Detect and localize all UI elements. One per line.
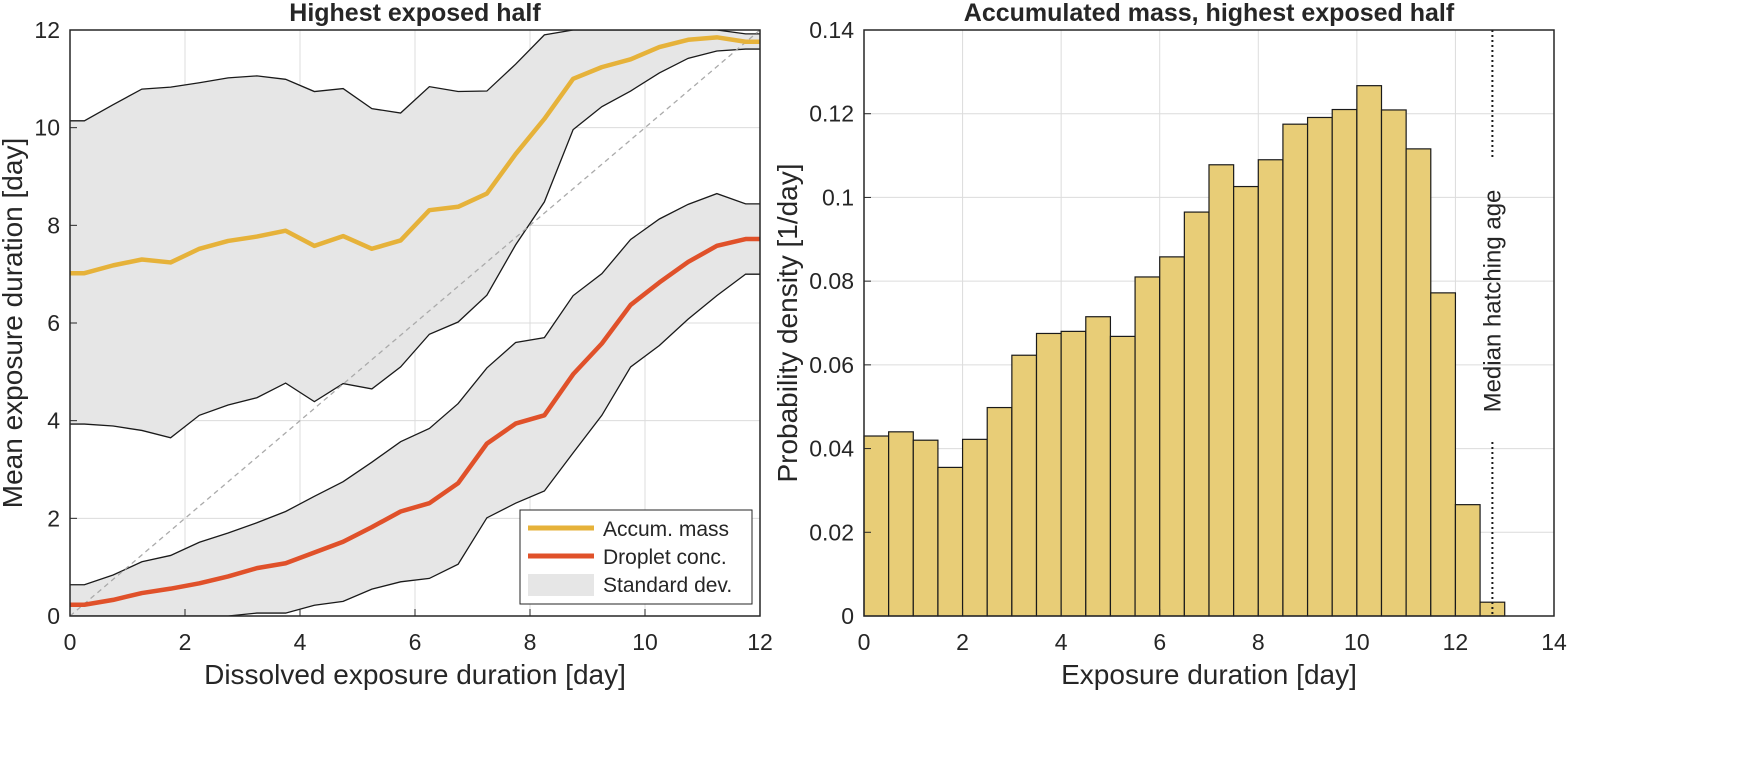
right-y-axis-label: Probability density [1/day] xyxy=(772,163,803,482)
left-y-ticks: 0 2 4 6 8 10 12 xyxy=(34,17,77,629)
histogram-bar xyxy=(1208,164,1235,617)
histogram-bar xyxy=(1306,116,1333,617)
right-y-tick-label: 0 xyxy=(841,603,854,629)
left-chart-title: Highest exposed half xyxy=(289,0,541,27)
std-band-droplet-conc xyxy=(70,193,760,616)
histogram-bar xyxy=(1282,123,1309,617)
right-y-tick-label: 0.1 xyxy=(822,184,854,210)
left-y-axis-label: Mean exposure duration [day] xyxy=(0,138,28,508)
legend: Accum. mass Droplet conc. Standard dev. xyxy=(519,509,753,605)
median-hatching-label: Median hatching age xyxy=(1479,190,1506,413)
histogram-bar xyxy=(1356,85,1383,617)
left-y-tick-label: 4 xyxy=(47,408,60,434)
left-y-tick-label: 10 xyxy=(34,115,60,141)
left-chart: 0 2 4 6 8 10 12 0 2 4 6 8 10 12 Highest exposed half… xyxy=(0,0,773,690)
histogram-bar xyxy=(1183,211,1210,617)
histogram-bar xyxy=(1085,316,1112,617)
histogram-bar xyxy=(1159,256,1185,617)
right-x-tick-label: 6 xyxy=(1153,629,1166,655)
left-x-tick-label: 8 xyxy=(524,629,537,655)
histogram-bar xyxy=(937,466,964,617)
histogram-bar xyxy=(1257,159,1284,617)
right-y-tick-label: 0.02 xyxy=(809,519,854,545)
reference-diagonal-line xyxy=(69,29,761,617)
std-lower-edge-droplet-conc xyxy=(70,273,760,616)
histogram-bar xyxy=(888,431,914,617)
right-y-tick-label: 0.14 xyxy=(809,17,854,43)
histogram-bar xyxy=(1405,148,1432,617)
right-chart: 0 2 4 6 8 10 12 14 0 0.02 0.04 0.06 0.08 0.1 0.12 0.14… xyxy=(772,0,1567,690)
right-histogram-bars xyxy=(863,85,1506,617)
histogram-bar xyxy=(1331,108,1358,617)
std-upper-edge-accum-mass xyxy=(70,30,760,122)
legend-label-accum-mass: Accum. mass xyxy=(603,518,729,541)
right-x-tick-label: 2 xyxy=(956,629,969,655)
right-y-tick-label: 0.12 xyxy=(809,101,854,127)
std-lower-edge-accum-mass xyxy=(70,48,760,439)
histogram-bar xyxy=(863,435,890,617)
left-x-axis-label: Dissolved exposure duration [day] xyxy=(204,659,626,690)
right-y-tick-label: 0.04 xyxy=(809,436,854,462)
left-y-tick-label: 8 xyxy=(47,212,60,238)
std-band-accum-mass xyxy=(70,30,760,438)
histogram-bar xyxy=(1035,332,1062,617)
legend-swatch-standard-dev xyxy=(528,574,594,596)
right-axes-frame xyxy=(863,29,1555,617)
histogram-bar xyxy=(1011,354,1038,617)
legend-label-droplet-conc: Droplet conc. xyxy=(603,546,727,569)
histogram-bar xyxy=(1134,276,1161,617)
left-y-tick-label: 2 xyxy=(47,505,60,531)
left-x-tick-label: 2 xyxy=(179,629,192,655)
legend-label-standard-dev: Standard dev. xyxy=(603,574,732,597)
right-x-axis-label: Exposure duration [day] xyxy=(1061,659,1357,690)
right-y-tick-label: 0.06 xyxy=(809,352,854,378)
right-x-tick-label: 14 xyxy=(1541,629,1567,655)
std-upper-edge-droplet-conc xyxy=(70,192,760,586)
right-x-tick-label: 4 xyxy=(1055,629,1068,655)
histogram-bar xyxy=(1380,109,1407,617)
left-std-bands xyxy=(70,30,760,616)
left-y-tick-label: 0 xyxy=(47,603,60,629)
histogram-bar xyxy=(1454,504,1481,617)
right-x-tick-label: 12 xyxy=(1443,629,1469,655)
series-line-droplet-conc xyxy=(70,236,760,608)
left-x-ticks: 0 2 4 6 8 10 12 xyxy=(64,609,773,655)
left-x-tick-label: 6 xyxy=(409,629,422,655)
left-x-tick-label: 4 xyxy=(294,629,307,655)
right-y-tick-label: 0.08 xyxy=(809,268,854,294)
histogram-bar xyxy=(1233,185,1259,617)
series-line-accum-mass xyxy=(70,35,760,276)
histogram-bar xyxy=(1430,292,1457,617)
left-x-tick-label: 0 xyxy=(64,629,77,655)
right-x-tick-label: 0 xyxy=(858,629,871,655)
right-x-tick-label: 10 xyxy=(1344,629,1370,655)
right-chart-title: Accumulated mass, highest exposed half xyxy=(964,0,1455,27)
left-y-tick-label: 6 xyxy=(47,310,60,336)
histogram-bar xyxy=(986,406,1013,617)
histogram-bar xyxy=(912,439,939,617)
left-reference-line xyxy=(69,29,761,617)
histogram-bar xyxy=(1060,330,1087,617)
left-x-tick-label: 10 xyxy=(632,629,658,655)
right-y-ticks: 0 0.02 0.04 0.06 0.08 0.1 0.12 0.14 xyxy=(809,17,871,629)
left-series-lines xyxy=(70,35,760,608)
right-x-tick-label: 8 xyxy=(1252,629,1265,655)
histogram-bar xyxy=(961,438,988,617)
left-x-tick-label: 12 xyxy=(747,629,773,655)
left-y-tick-label: 12 xyxy=(34,17,60,43)
histogram-bar xyxy=(1109,335,1136,617)
right-x-ticks: 0 2 4 6 8 10 12 14 xyxy=(858,609,1567,655)
